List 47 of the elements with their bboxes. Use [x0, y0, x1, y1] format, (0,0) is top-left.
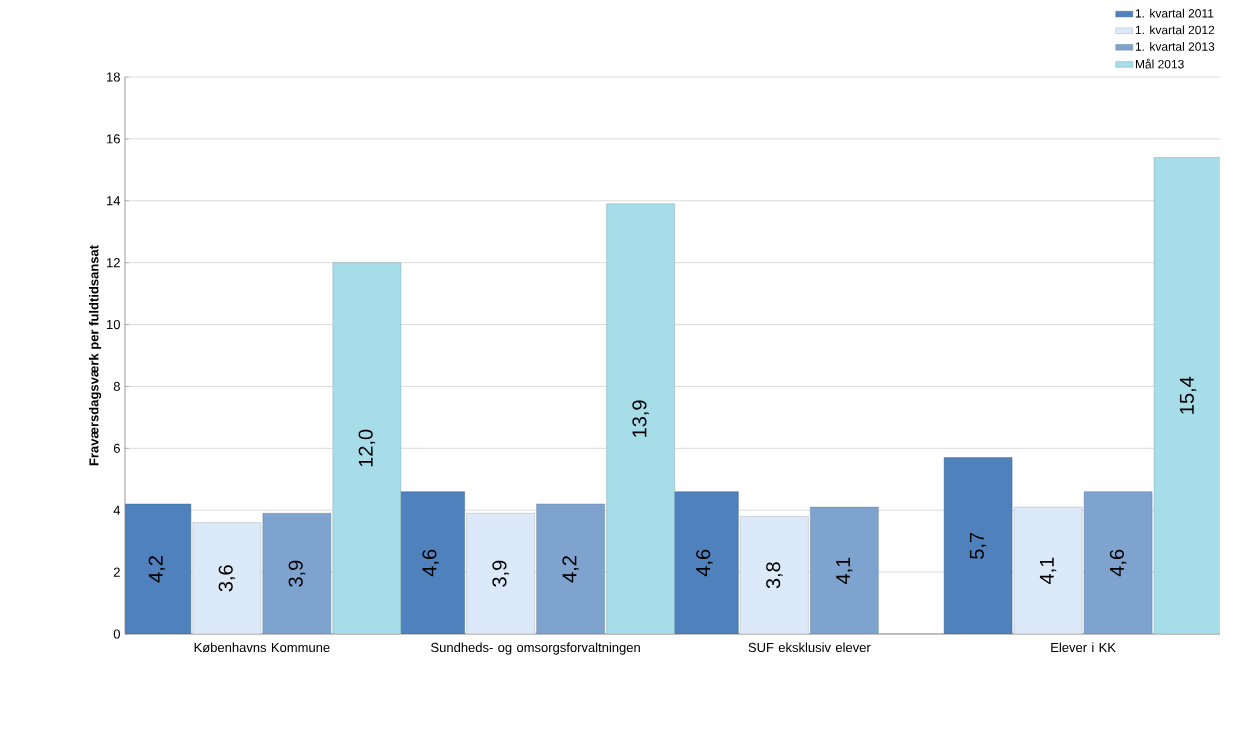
data-label: 15,4 — [1179, 376, 1197, 414]
y-tick-label: 16 — [107, 134, 120, 144]
data-label: 4,6 — [1109, 549, 1127, 577]
legend-label: 1. kvartal 2013 — [1135, 42, 1215, 51]
bar — [1083, 491, 1153, 634]
bar — [192, 522, 262, 634]
bar — [943, 457, 1013, 634]
bar — [536, 503, 605, 634]
data-label: 3,9 — [492, 560, 509, 587]
bar — [1153, 157, 1220, 634]
bar — [740, 516, 809, 634]
y-tick-label: 4 — [113, 505, 121, 515]
data-label: 12,0 — [358, 429, 376, 467]
x-tick-label: SUF eksklusiv elever — [748, 642, 871, 653]
x-tick-label: Elever i KK — [1051, 642, 1116, 653]
legend-label: Mål 2013 — [1135, 58, 1184, 69]
y-tick-label: 14 — [107, 196, 121, 206]
data-label: 4,1 — [836, 557, 853, 584]
data-label: 4,6 — [422, 549, 439, 577]
y-tick-label: 12 — [107, 258, 120, 268]
y-tick-label: 2 — [113, 567, 120, 577]
data-label: 3,9 — [288, 560, 306, 587]
bar — [262, 513, 332, 634]
y-tick-label: 6 — [113, 443, 120, 453]
bar — [332, 262, 402, 634]
data-label: 4,6 — [696, 549, 713, 577]
y-tick-label: 8 — [113, 381, 120, 392]
bar — [466, 513, 535, 634]
legend-label: 1. kvartal 2011 — [1135, 8, 1214, 18]
bar — [1013, 506, 1083, 634]
x-tick-label: Sundheds- og omsorgsforvaltningen — [431, 642, 640, 655]
bar — [606, 203, 675, 634]
legend-label: 1. kvartal 2012 — [1135, 25, 1215, 35]
data-label: 4,2 — [562, 556, 579, 583]
data-label: 4,2 — [148, 556, 166, 583]
y-tick-label: 18 — [107, 72, 120, 82]
data-label: 3,6 — [218, 565, 236, 592]
x-tick-label: Københavns Kommune — [194, 642, 330, 653]
data-label: 13,9 — [632, 400, 649, 437]
data-label: 5,7 — [969, 532, 987, 559]
bar — [810, 506, 879, 634]
bar — [125, 503, 192, 634]
data-label: 4,1 — [1039, 557, 1057, 584]
y-tick-label: 10 — [107, 319, 120, 330]
y-axis-title: Fraværsdagsværk per fuldtidsansat — [88, 245, 102, 466]
data-label: 3,8 — [766, 562, 783, 589]
y-tick-label: 0 — [113, 629, 120, 639]
